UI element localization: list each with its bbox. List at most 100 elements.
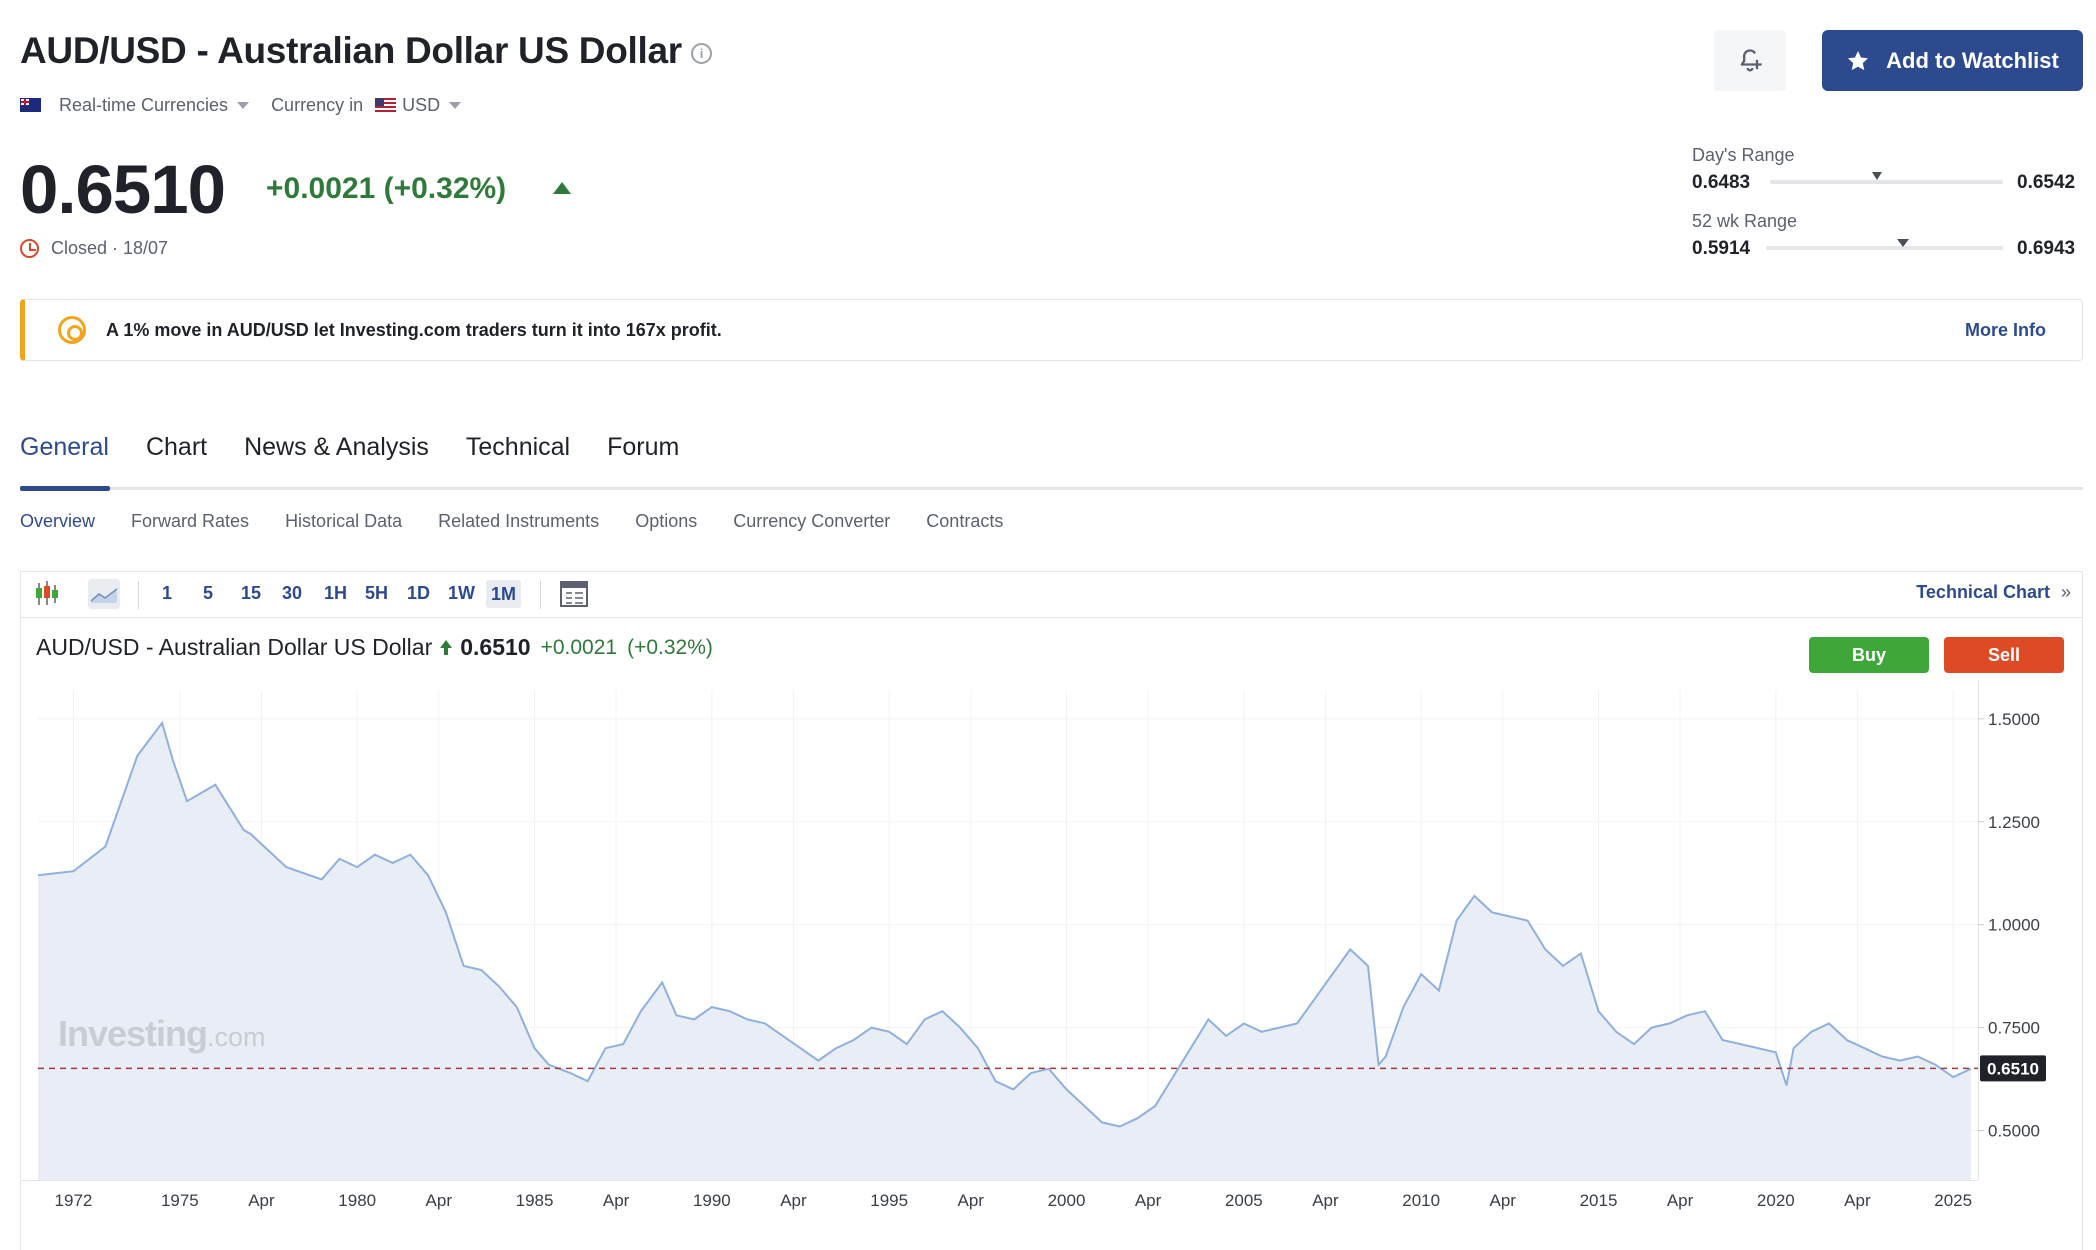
buy-button[interactable]: Buy	[1809, 637, 1929, 673]
category-selector[interactable]: Real-time Currencies	[59, 94, 229, 115]
y-tick-label: 0.7500	[1988, 1019, 2040, 1038]
market-status-text: Closed · 18/07	[51, 238, 169, 258]
active-tab-indicator	[20, 486, 110, 491]
x-tick-label: 2010	[1402, 1191, 1440, 1210]
page-title: AUD/USD - Australian Dollar US Dollar	[20, 30, 682, 71]
x-tick-label: Apr	[1667, 1191, 1694, 1210]
timeframe-15[interactable]: 15	[241, 583, 262, 603]
chart-percent: (+0.32%)	[627, 635, 713, 659]
subtab-forward-rates[interactable]: Forward Rates	[131, 511, 250, 531]
week52-range-label: 52 wk Range	[1692, 211, 1798, 231]
alert-button[interactable]	[1714, 30, 1786, 91]
up-arrow-icon	[440, 639, 453, 656]
y-tick-label: 1.2500	[1988, 813, 2040, 832]
add-to-watchlist-button[interactable]: Add to Watchlist	[1822, 30, 2083, 91]
tab-technical[interactable]: Technical	[465, 433, 571, 461]
investing-watermark: Investing.com	[58, 1013, 266, 1055]
chart-toolbar: 1 5 15 30 1H 5H 1D 1W 1M Technical Chart…	[20, 571, 2083, 618]
us-flag-icon	[375, 98, 397, 112]
chart-price: 0.6510	[460, 634, 531, 660]
y-tick-label: 0.5000	[1988, 1122, 2040, 1141]
subtab-related-instruments[interactable]: Related Instruments	[438, 511, 600, 531]
chart-panel	[20, 571, 2083, 1250]
days-range-label: Day's Range	[1692, 145, 1795, 165]
x-tick-label: 1985	[516, 1191, 554, 1210]
tab-news-analysis[interactable]: News & Analysis	[244, 433, 429, 461]
days-range-low: 0.6483	[1692, 172, 1751, 193]
more-info-link[interactable]: More Info	[1965, 319, 2046, 340]
x-tick-label: 2000	[1048, 1191, 1086, 1210]
chart-title: AUD/USD - Australian Dollar US Dollar 0.…	[36, 634, 713, 661]
watermark-suffix: .com	[207, 1022, 266, 1052]
timeframe-1[interactable]: 1	[162, 583, 173, 603]
sell-button[interactable]: Sell	[1944, 637, 2064, 673]
last-price-tag: 0.6510	[1980, 1055, 2046, 1082]
tab-forum[interactable]: Forum	[607, 433, 680, 461]
days-range-high: 0.6542	[2017, 172, 2076, 193]
x-tick-label: 1995	[870, 1191, 908, 1210]
week52-range-high: 0.6943	[2017, 238, 2076, 259]
australia-flag-icon	[20, 98, 41, 112]
subtab-currency-converter[interactable]: Currency Converter	[733, 511, 891, 531]
x-tick-label: 1972	[55, 1191, 93, 1210]
candlestick-icon[interactable]	[33, 579, 65, 609]
watermark-brand: Investing	[58, 1013, 208, 1054]
watchlist-label: Add to Watchlist	[1886, 47, 2059, 73]
last-price-tag-bg	[1980, 1055, 2046, 1082]
x-tick-label: 2025	[1934, 1191, 1972, 1210]
subtab-contracts[interactable]: Contracts	[926, 511, 1004, 531]
days-range-marker	[1872, 172, 1883, 180]
up-arrow-icon	[553, 182, 571, 194]
info-icon[interactable]: i	[691, 43, 712, 64]
toolbar-divider	[138, 581, 139, 609]
x-tick-label: Apr	[1844, 1191, 1871, 1210]
price-line	[37, 720, 1972, 1128]
price-chart[interactable]: 1.5000 1.2500 1.0000 0.7500 0.5000 1972 1975 A…	[20, 680, 2083, 1250]
timeframe-30[interactable]: 30	[282, 583, 303, 603]
x-axis: 1972 1975 Apr 1980 Apr 1985 Apr 1990 Apr 1995 Apr 2…	[55, 1191, 1973, 1210]
y-tick-label: 1.0000	[1988, 916, 2040, 935]
x-tick-label: Apr	[248, 1191, 275, 1210]
promo-text: A 1% move in AUD/USD let Investing.com t…	[106, 319, 722, 340]
x-tick-label: 2015	[1580, 1191, 1618, 1210]
subtab-historical-data[interactable]: Historical Data	[285, 511, 403, 531]
currency-label: Currency in	[271, 94, 364, 115]
clock-icon	[20, 239, 39, 258]
timeframe-1d[interactable]: 1D	[407, 583, 431, 603]
technical-chart-link[interactable]: Technical Chart »	[1916, 582, 2071, 603]
price-area-fill	[38, 722, 1971, 1180]
x-tick-label: Apr	[780, 1191, 807, 1210]
x-tick-label: 1990	[693, 1191, 731, 1210]
sub-tabs: Overview Forward Rates Historical Data R…	[20, 511, 1003, 532]
toolbar-divider	[540, 581, 541, 609]
instrument-meta: Real-time Currencies Currency in USD	[20, 93, 483, 117]
table-view-icon[interactable]	[558, 579, 590, 609]
timeframe-5[interactable]: 5	[203, 583, 214, 603]
star-icon	[1848, 50, 1869, 70]
timeframe-1w[interactable]: 1W	[448, 583, 475, 603]
y-axis: 1.5000 1.2500 1.0000 0.7500 0.5000	[1978, 710, 2040, 1141]
tab-general[interactable]: General	[20, 433, 109, 461]
timeframe-5h[interactable]: 5H	[365, 583, 389, 603]
market-status: Closed · 18/07	[20, 238, 168, 259]
tabs-divider	[20, 487, 2083, 490]
chevron-down-icon[interactable]	[449, 101, 462, 109]
days-range-bar	[1770, 180, 2003, 184]
x-tick-label: 2020	[1757, 1191, 1795, 1210]
x-tick-label: Apr	[958, 1191, 985, 1210]
x-tick-label: 1980	[338, 1191, 376, 1210]
subtab-overview[interactable]: Overview	[20, 511, 96, 531]
x-tick-label: Apr	[603, 1191, 630, 1210]
x-tick-label: Apr	[1490, 1191, 1517, 1210]
timeframe-1m[interactable]: 1M	[486, 580, 522, 608]
last-price: 0.6510	[20, 151, 226, 228]
subtab-options[interactable]: Options	[635, 511, 698, 531]
week52-range-marker	[1897, 239, 1910, 247]
tab-chart[interactable]: Chart	[145, 433, 208, 461]
chevron-down-icon[interactable]	[237, 101, 250, 109]
timeframe-1h[interactable]: 1H	[324, 583, 348, 603]
week52-range-low: 0.5914	[1692, 238, 1751, 259]
chart-instrument-name: AUD/USD - Australian Dollar US Dollar	[36, 634, 433, 660]
area-chart-icon[interactable]	[88, 579, 120, 609]
currency-selector[interactable]: USD	[402, 94, 441, 115]
